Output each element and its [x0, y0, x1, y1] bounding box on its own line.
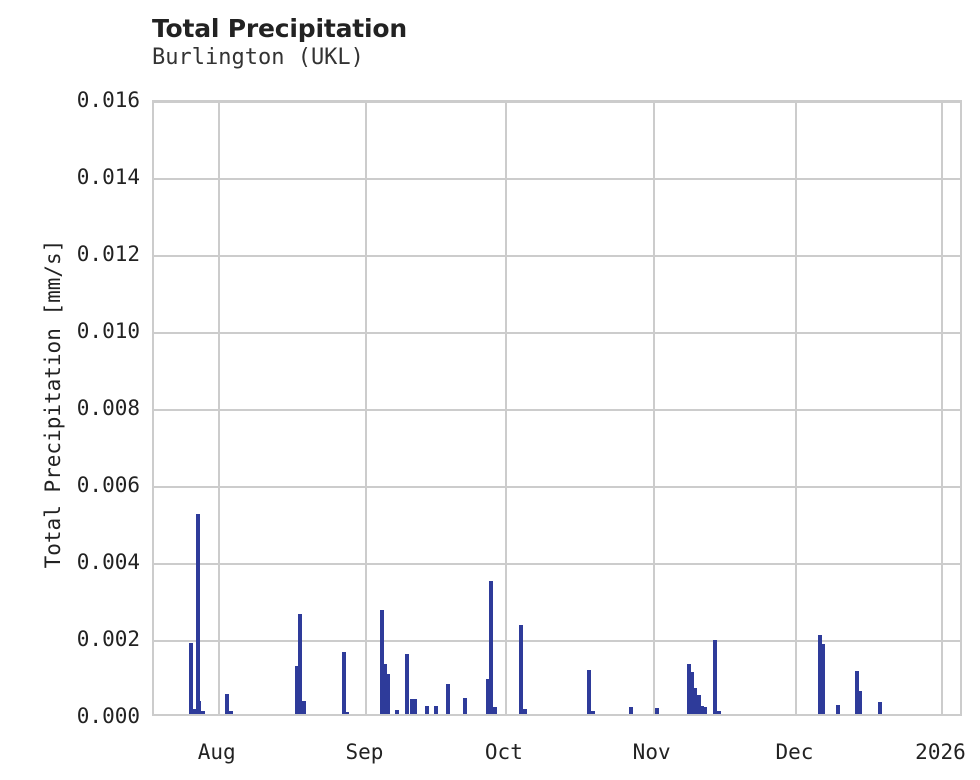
bar	[301, 700, 306, 714]
bar	[446, 683, 451, 714]
bar	[462, 697, 467, 714]
bar	[836, 705, 841, 714]
gridline-horizontal	[154, 178, 960, 180]
bar	[713, 640, 718, 714]
bar	[188, 642, 193, 714]
title-block: Total Precipitation Burlington (UKL)	[152, 14, 852, 72]
y-axis-tick-label: 0.014	[76, 165, 140, 189]
bar	[655, 708, 660, 714]
bar	[409, 698, 414, 714]
gridline-horizontal	[154, 255, 960, 257]
gridline-vertical	[652, 102, 655, 714]
bar	[412, 699, 417, 714]
bar	[394, 709, 399, 714]
y-axis-tick-label: 0.006	[76, 473, 140, 497]
gridline-vertical	[795, 102, 798, 714]
bar	[485, 678, 490, 714]
bar	[590, 711, 595, 714]
bar	[489, 581, 494, 714]
bar	[817, 635, 822, 714]
y-axis-tick-label: 0.002	[76, 627, 140, 651]
bar	[877, 702, 882, 714]
y-axis-tick-label: 0.004	[76, 550, 140, 574]
y-axis-tick-labels: 0.000 0.002 0.004 0.006 0.008 0.010 0.012 0.014…	[0, 0, 140, 780]
x-axis-tick-label: Oct	[484, 740, 523, 764]
bar	[857, 690, 862, 714]
page-title: Total Precipitation	[152, 14, 407, 43]
bar	[628, 707, 633, 714]
bar	[492, 706, 497, 714]
gridline-vertical	[941, 102, 944, 714]
bar	[693, 687, 698, 714]
bar	[424, 705, 429, 714]
bar	[200, 710, 205, 714]
bar	[295, 666, 300, 714]
bar	[696, 694, 701, 714]
bar	[344, 711, 349, 714]
bar	[197, 700, 202, 714]
gridline-horizontal	[154, 332, 960, 334]
bar	[690, 671, 695, 714]
x-axis-tick-label: 2026	[915, 740, 966, 764]
bar	[716, 710, 721, 714]
bar	[587, 669, 592, 714]
bar	[379, 610, 384, 714]
gridline-vertical	[504, 102, 507, 714]
bar	[519, 624, 524, 714]
bar	[341, 651, 346, 714]
bar	[700, 705, 705, 714]
x-axis-tick-label: Sep	[345, 740, 384, 764]
gridline-vertical	[217, 102, 220, 714]
bar	[522, 709, 527, 714]
x-axis-tick-label: Aug	[197, 740, 236, 764]
bar	[195, 513, 200, 714]
bar	[434, 705, 439, 714]
x-axis-tick-label: Nov	[632, 740, 671, 764]
bar	[228, 710, 233, 714]
y-axis-tick-label: 0.008	[76, 396, 140, 420]
gridline-horizontal	[154, 102, 960, 103]
x-axis-tick-label: Dec	[775, 740, 814, 764]
bar	[298, 613, 303, 714]
bar	[686, 663, 691, 714]
bar	[383, 663, 388, 714]
plot-area	[152, 100, 962, 716]
gridline-horizontal	[154, 486, 960, 488]
bar	[225, 693, 230, 714]
gridline-horizontal	[154, 409, 960, 411]
gridline-horizontal	[154, 563, 960, 565]
gridline-horizontal	[154, 640, 960, 642]
bar	[192, 709, 197, 714]
bar	[404, 654, 409, 714]
bar	[386, 674, 391, 714]
y-axis-tick-label: 0.000	[76, 704, 140, 728]
bar	[821, 643, 826, 714]
y-axis-tick-label: 0.012	[76, 242, 140, 266]
bar	[854, 670, 859, 714]
chart-subtitle: Burlington (UKL)	[152, 45, 364, 70]
bar	[703, 706, 708, 714]
y-axis-tick-label: 0.010	[76, 319, 140, 343]
y-axis-tick-label: 0.016	[76, 88, 140, 112]
gridline-vertical	[365, 102, 368, 714]
